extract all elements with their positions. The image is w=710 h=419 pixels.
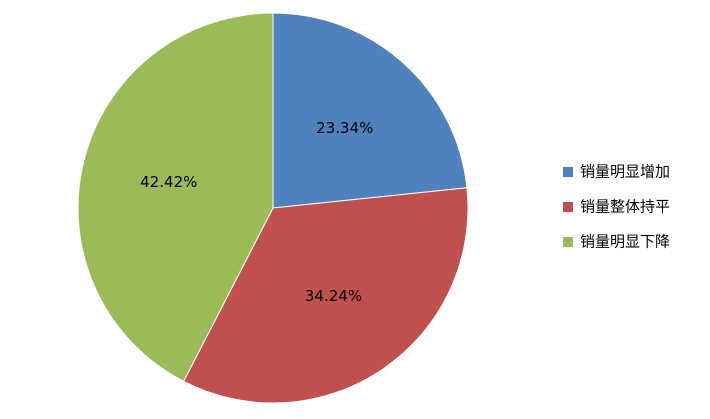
pie-slice: [77, 12, 274, 382]
data-label: 23.34%: [316, 119, 373, 137]
legend-swatch: [563, 202, 573, 212]
data-label: 42.42%: [140, 173, 197, 191]
legend-label: 销量明显增加: [580, 163, 670, 181]
data-label: 34.24%: [305, 287, 362, 305]
pie-slice: [272, 12, 468, 209]
legend-label: 销量整体持平: [580, 198, 670, 216]
pie-slice: [182, 187, 469, 404]
legend-label: 销量明显下降: [580, 233, 670, 251]
legend-swatch: [563, 167, 573, 177]
legend-swatch: [563, 237, 573, 247]
